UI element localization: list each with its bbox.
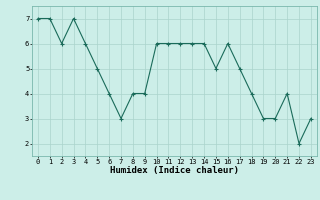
X-axis label: Humidex (Indice chaleur): Humidex (Indice chaleur) — [110, 166, 239, 175]
